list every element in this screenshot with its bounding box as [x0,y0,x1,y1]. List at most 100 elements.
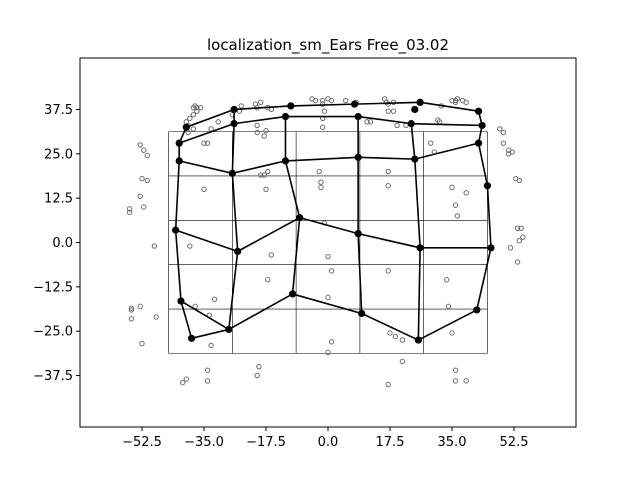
response-point-9 [185,129,191,136]
grid-edge-16 [477,142,489,186]
response-point-37 [364,119,370,125]
response-point-80 [139,340,145,347]
grid-vertices [172,98,495,344]
response-point-75 [151,243,158,249]
grid-edge-3 [180,300,193,339]
response-point-57 [463,99,469,106]
x-tick-label-3: 0.0 [318,435,339,450]
grid-vertex-24 [411,155,419,163]
grid-vertex-32 [473,306,481,314]
grid-vertex-14 [296,214,304,222]
response-point-108 [328,339,335,345]
response-point-6 [187,115,193,122]
grid-edges [174,101,492,341]
grid-vertex-11 [281,112,290,121]
x-tick-label-6: 52.5 [500,435,529,450]
grid-edge-22 [411,122,483,127]
grid-vertex-28 [478,121,486,130]
grid-vertex-16 [354,112,362,121]
response-point-127 [463,378,469,384]
grid-vertex-25 [416,244,424,252]
response-point-112 [385,268,391,274]
response-point-72 [126,206,133,212]
x-tick-label-5: 35.0 [438,435,467,450]
grid-vertex-0 [175,139,183,147]
response-point-95 [265,168,271,175]
grid-edge-48 [178,122,235,144]
response-point-119 [452,202,459,208]
response-point-73 [126,209,133,216]
response-point-16 [238,103,244,109]
chart-title: localization_sm_Ears Free_03.02 [207,36,449,55]
response-point-0 [194,108,200,114]
response-point-79 [128,316,135,322]
grid-vertex-29 [474,139,483,147]
y-tick-label-4: −12.5 [33,280,73,295]
grid-edge-46 [414,159,421,248]
grid-vertex-19 [354,230,362,238]
response-point-114 [392,333,399,340]
response-point-131 [520,234,526,240]
response-point-76 [137,303,143,310]
response-point-129 [514,225,521,232]
response-point-19 [257,99,264,106]
y-axis-ticks: 37.5 25.0 12.5 0.0 −12.5 −25.0 −37.5 [33,103,80,384]
grid-vertex-15 [288,290,297,298]
y-tick-label-0: 37.5 [44,103,73,118]
grid-edge-12 [354,101,421,105]
grid-edge-28 [175,229,238,253]
response-point-123 [445,303,452,310]
response-point-83 [201,186,207,192]
response-point-107 [325,294,331,301]
response-point-43 [385,108,391,114]
grid-edge-33 [180,300,230,331]
y-tick-label-2: 12.5 [44,192,73,207]
x-tick-label-4: 17.5 [376,435,405,450]
grid-edge-18 [476,247,492,311]
response-point-41 [383,99,390,106]
grid-edge-36 [361,312,419,341]
grid-vertex-2 [172,226,180,234]
response-point-11 [201,140,207,146]
grid-vertex-6 [230,105,238,114]
response-point-50 [435,117,441,123]
response-point-27 [312,97,319,104]
response-point-90 [211,296,218,302]
response-point-60 [500,140,507,146]
grid-edge-27 [414,142,479,160]
response-point-24 [261,133,267,139]
grid-edge-37 [417,309,478,341]
grid-vertex-5 [182,123,190,131]
response-point-133 [514,259,521,265]
response-point-77 [128,305,135,311]
response-point-124 [449,330,455,336]
grid-edge-45 [410,123,416,160]
grid-edge-26 [358,156,415,160]
response-point-115 [399,337,406,343]
response-point-69 [139,175,145,182]
grid-edge-13 [419,101,479,113]
response-point-103 [318,184,324,191]
response-point-98 [263,186,269,192]
response-point-68 [144,152,151,159]
response-point-2 [197,104,204,111]
x-tick-label-1: −35.0 [184,435,224,450]
grid-edge-34 [228,293,293,331]
response-point-85 [208,342,214,349]
response-point-47 [428,140,434,146]
grid-vertex-13 [281,157,290,165]
response-point-13 [215,119,221,125]
grid-vertex-8 [228,169,236,177]
response-point-116 [399,358,406,365]
response-point-132 [516,238,523,244]
response-point-126 [452,378,459,384]
grid-vertex-1 [175,157,183,165]
response-point-65 [516,177,523,184]
response-point-45 [394,122,400,129]
grid-edge-7 [231,123,235,174]
response-point-130 [518,225,524,232]
grid-vertex-22 [416,98,424,106]
response-point-71 [137,193,143,200]
grid-edge-19 [234,115,286,125]
response-point-22 [254,122,260,129]
